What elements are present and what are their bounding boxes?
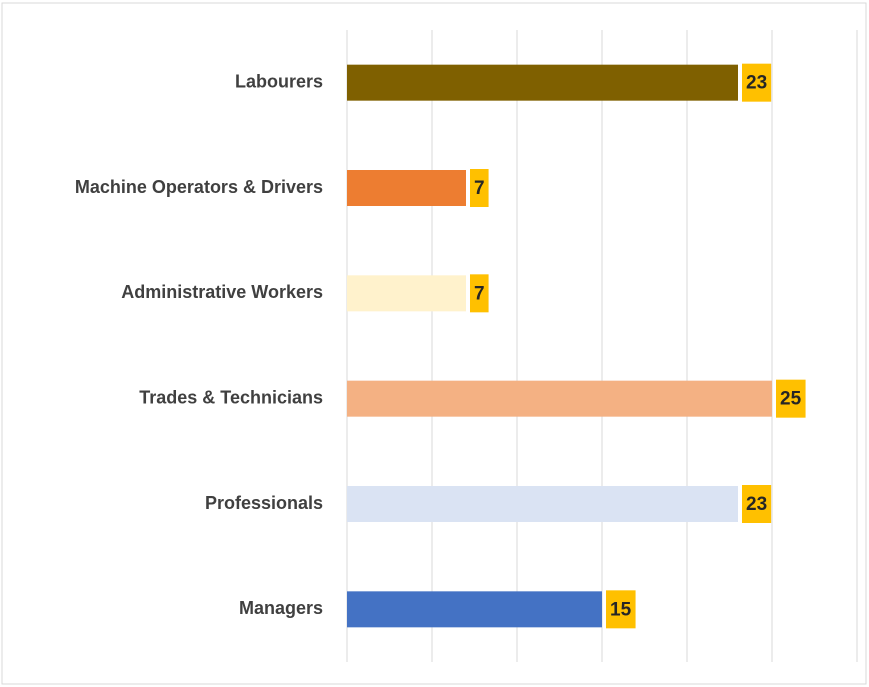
y-tick-label: Machine Operators & Drivers [75,177,323,197]
data-label: 25 [780,389,802,410]
data-label: 7 [474,178,485,199]
y-tick-label: Managers [239,598,323,618]
y-tick-label: Professionals [205,493,323,513]
data-label-box [776,379,806,418]
bar [347,64,738,101]
data-label: 7 [474,283,485,304]
data-label-box [470,169,489,207]
data-label-box [742,63,772,102]
data-label: 23 [746,494,767,515]
data-label-box [606,590,636,629]
y-tick-label: Labourers [235,71,323,91]
bar [347,275,466,312]
bar [347,380,772,417]
y-tick-label: Trades & Technicians [139,387,323,407]
bar [347,591,602,628]
data-label-box [742,485,772,523]
data-label-box [470,274,489,313]
bar [347,170,466,206]
y-tick-label: Administrative Workers [121,282,323,302]
bar [347,486,738,522]
data-label: 15 [610,599,632,620]
data-label: 23 [746,73,767,94]
